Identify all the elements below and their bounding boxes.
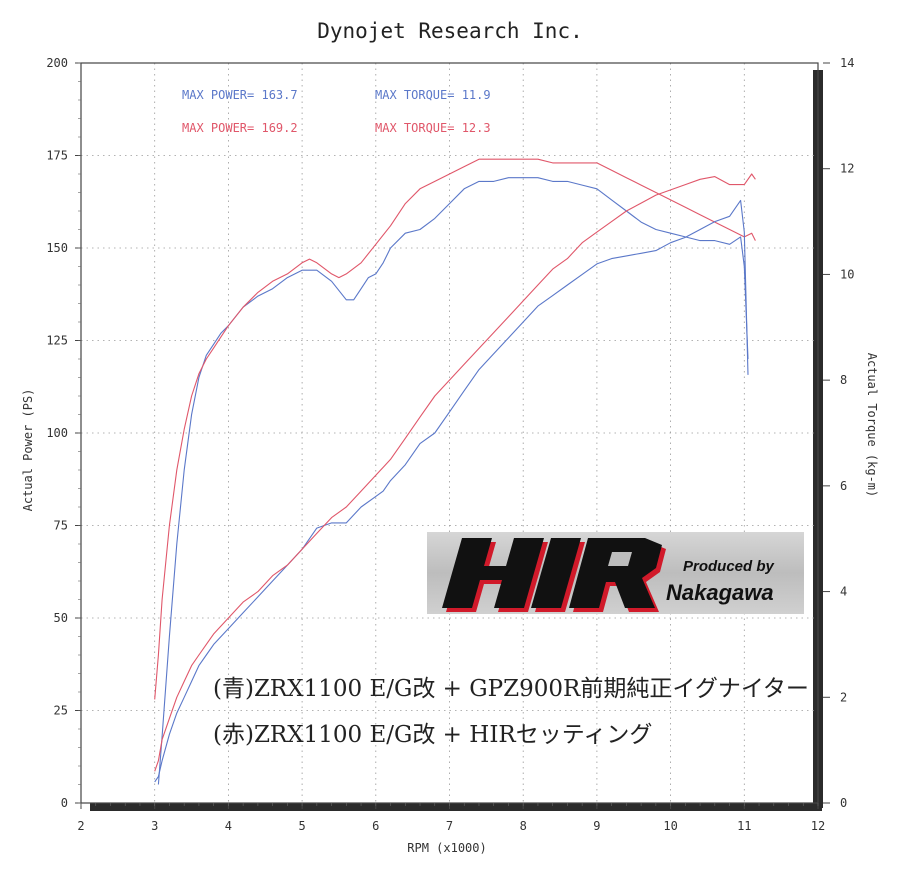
- y-left-tick-label: 50: [54, 611, 68, 625]
- red-power-line: [154, 158, 756, 700]
- red-max-torque: MAX TORQUE= 12.3: [375, 121, 491, 135]
- x-tick-label: 8: [520, 819, 527, 833]
- caption-line-1: (青)ZRX1100 E/G改 + GPZ900R前期純正イグナイター: [213, 676, 809, 702]
- y-left-tick-label: 175: [46, 149, 68, 163]
- x-tick-label: 7: [446, 819, 453, 833]
- axes-ticks: 2 3 4 5 6 7 8 9 10 11 1202550751001251501752000246…: [46, 56, 854, 833]
- red-torque-line: [154, 173, 756, 772]
- y-right-tick-label: 10: [840, 267, 854, 281]
- blue-max-power: MAX POWER= 163.7: [182, 88, 298, 102]
- logo-produced-by: Produced by: [683, 558, 775, 575]
- y-left-tick-label: 100: [46, 426, 68, 440]
- blue-power-line: [157, 177, 749, 785]
- x-tick-label: 9: [593, 819, 600, 833]
- x-tick-label: 4: [225, 819, 232, 833]
- y-right-tick-label: 4: [840, 585, 847, 599]
- hir-logo: Produced by Nakagawa: [427, 532, 804, 614]
- x-tick-label: 12: [811, 819, 825, 833]
- y-left-tick-label: 200: [46, 56, 68, 70]
- y-left-tick-label: 0: [61, 796, 68, 810]
- grid: [81, 63, 818, 803]
- x-tick-label: 11: [737, 819, 751, 833]
- x-axis-label: RPM (x1000): [407, 841, 486, 855]
- x-tick-label: 5: [298, 819, 305, 833]
- logo-name: Nakagawa: [666, 580, 774, 605]
- y-left-tick-label: 125: [46, 334, 68, 348]
- x-tick-label: 2: [77, 819, 84, 833]
- y-right-tick-label: 12: [840, 162, 854, 176]
- y-right-tick-label: 14: [840, 56, 854, 70]
- y-left-tick-label: 150: [46, 241, 68, 255]
- y-right-tick-label: 6: [840, 479, 847, 493]
- y-right-tick-label: 8: [840, 373, 847, 387]
- red-max-power: MAX POWER= 169.2: [182, 121, 298, 135]
- y-axis-left-label: Actual Power (PS): [21, 389, 35, 512]
- x-tick-label: 6: [372, 819, 379, 833]
- x-tick-label: 3: [151, 819, 158, 833]
- plot-bottom-frame: [90, 803, 822, 811]
- y-axis-right-label: Actual Torque (kg-m): [865, 353, 879, 498]
- caption-line-2: (赤)ZRX1100 E/G改 + HIRセッティング: [213, 722, 652, 748]
- y-right-tick-label: 0: [840, 796, 847, 810]
- y-left-tick-label: 25: [54, 704, 68, 718]
- x-tick-label: 10: [663, 819, 677, 833]
- y-left-tick-label: 75: [54, 519, 68, 533]
- blue-torque-line: [154, 199, 749, 783]
- series-lines: [154, 158, 756, 785]
- blue-max-torque: MAX TORQUE= 11.9: [375, 88, 491, 102]
- chart-title: Dynojet Research Inc.: [317, 19, 583, 43]
- y-right-tick-label: 2: [840, 690, 847, 704]
